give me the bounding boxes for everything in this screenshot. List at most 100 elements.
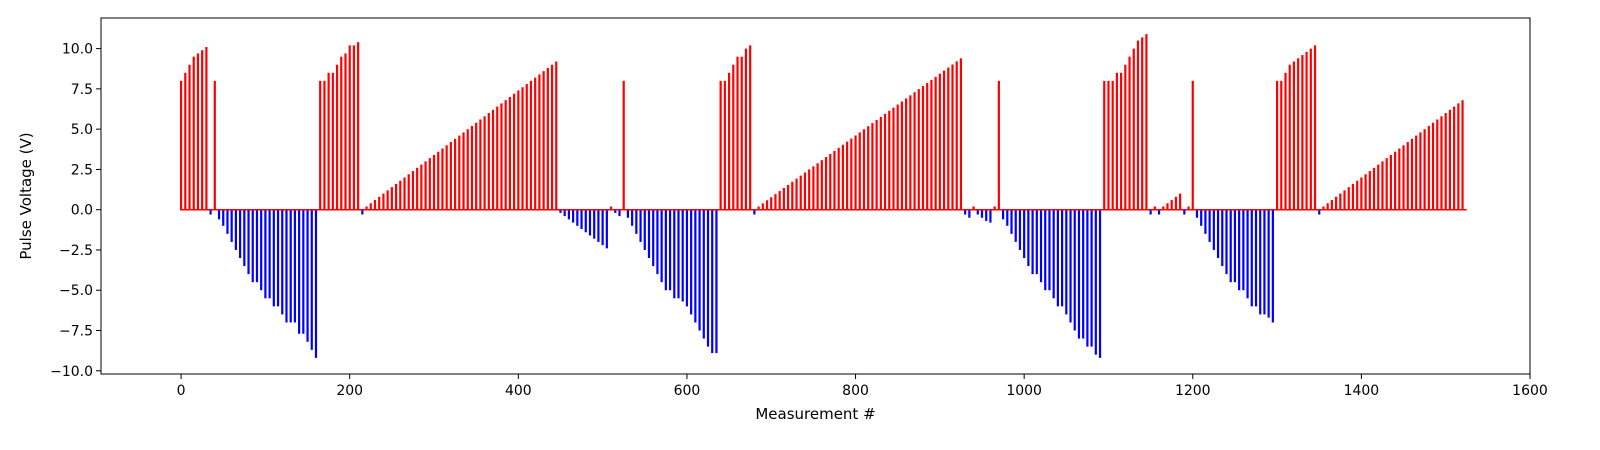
bar (1073, 209, 1076, 331)
bar (217, 209, 221, 220)
bar (432, 154, 436, 210)
bar (1136, 40, 1140, 210)
bar (719, 80, 722, 210)
bar (314, 209, 318, 358)
bar (1170, 200, 1173, 210)
bar (542, 71, 545, 210)
bar (1305, 51, 1308, 210)
bar (1372, 167, 1376, 210)
bar (1423, 129, 1426, 210)
bar (723, 80, 726, 210)
plot-area-frame (100, 17, 1531, 375)
bar (1419, 132, 1422, 210)
bar (546, 67, 549, 210)
x-tick-label: 1400 (1344, 383, 1380, 399)
bar (942, 70, 946, 210)
bar (896, 104, 899, 210)
bar (926, 82, 929, 210)
bar (765, 200, 769, 210)
x-tick-label: 600 (674, 383, 701, 399)
bar (1098, 209, 1102, 358)
bar (702, 209, 705, 339)
bar (344, 53, 347, 210)
bar (327, 72, 330, 210)
bar (959, 58, 963, 210)
bar (1318, 209, 1321, 215)
bar (188, 64, 191, 210)
bar (268, 209, 271, 299)
bar (1360, 177, 1363, 210)
bar (1394, 151, 1397, 210)
x-tick-label: 1600 (1512, 383, 1548, 399)
bar (1195, 209, 1199, 218)
bar (196, 53, 200, 210)
y-axis-ticks: −10.0 −7.5 −5.0 −2.5 0.0 2.5 5.0 7.5 10.0 (50, 42, 101, 380)
bar (331, 72, 334, 210)
bar (631, 209, 634, 226)
bar (1048, 209, 1051, 291)
bar (1001, 209, 1005, 220)
bar (1398, 148, 1401, 210)
bar (1044, 209, 1047, 291)
bar (420, 164, 423, 210)
bar (276, 209, 280, 307)
bar (1431, 122, 1435, 210)
bar (513, 93, 516, 210)
bar (588, 209, 592, 236)
x-tick-label: 200 (336, 383, 363, 399)
bar (348, 45, 351, 210)
bar (179, 80, 183, 210)
bar (976, 209, 979, 215)
bar (1212, 209, 1215, 250)
bar (1179, 193, 1182, 210)
bar (782, 187, 785, 210)
bar (310, 209, 313, 350)
bar (1242, 209, 1245, 291)
bar (293, 209, 297, 323)
bar (1060, 209, 1064, 307)
bar (1263, 209, 1266, 315)
bar (1124, 64, 1127, 210)
bar (1292, 61, 1296, 210)
bar (1356, 180, 1359, 210)
bar (357, 42, 360, 210)
bar (500, 103, 503, 210)
bar (736, 56, 739, 210)
bar (1111, 80, 1114, 210)
bar (787, 184, 790, 210)
bar (841, 144, 844, 210)
bar (698, 209, 701, 331)
x-axis-ticks: 0 200 400 600 800 1000 1200 1400 1600 (177, 374, 1548, 399)
y-tick-label: 5.0 (71, 122, 93, 138)
y-tick-label: 10.0 (62, 42, 93, 58)
bar (715, 209, 718, 354)
bar (1183, 209, 1186, 215)
y-tick-label: −5.0 (59, 283, 93, 299)
bar (647, 209, 651, 259)
bar (917, 89, 920, 210)
bar (1120, 72, 1123, 210)
bar (618, 209, 621, 217)
bar (867, 126, 870, 210)
bar (563, 209, 566, 217)
bar (601, 209, 604, 246)
bar (1334, 196, 1338, 210)
bar (1347, 187, 1350, 210)
bar (934, 76, 937, 210)
bar (727, 72, 731, 210)
bar (1166, 203, 1169, 210)
bar (319, 80, 322, 210)
bar (652, 209, 655, 267)
bar (1461, 100, 1464, 210)
bar (913, 92, 916, 210)
bar (820, 160, 823, 210)
bar (416, 167, 419, 210)
y-axis-label: Pulse Voltage (V) (17, 132, 35, 259)
bar (1090, 209, 1093, 347)
bar (373, 200, 377, 210)
y-tick-label: −7.5 (59, 324, 93, 340)
bar (213, 80, 216, 210)
bar (1453, 106, 1456, 210)
bar (770, 197, 773, 210)
bar (437, 151, 440, 210)
